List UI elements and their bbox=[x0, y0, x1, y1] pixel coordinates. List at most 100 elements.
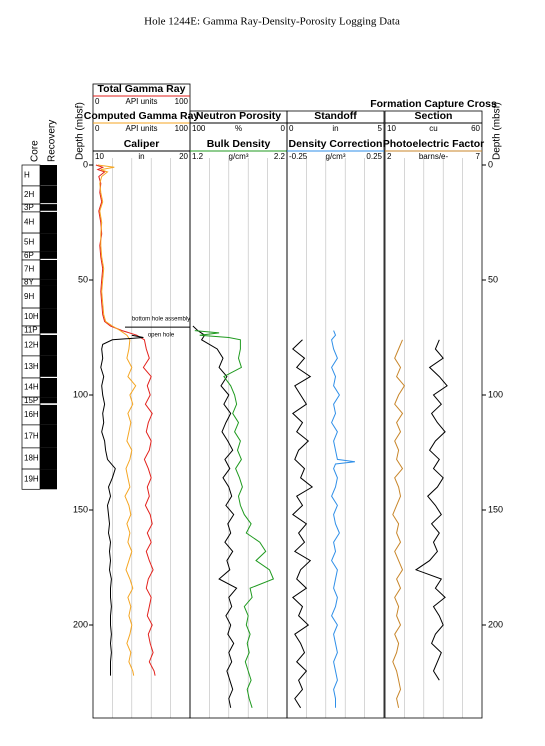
scale-max: 0.25 bbox=[366, 152, 382, 161]
depth-label: Depth (mbsf) bbox=[75, 102, 86, 160]
scale-min: 2 bbox=[387, 152, 392, 161]
scale-unit: API units bbox=[125, 124, 157, 133]
core-label: H bbox=[24, 171, 30, 180]
scale-max: 5 bbox=[378, 124, 383, 133]
scale-unit: g/cm³ bbox=[229, 152, 249, 161]
core-label: 6P bbox=[24, 251, 34, 260]
y-tick-label: 100 bbox=[488, 389, 503, 399]
scale-max: 7 bbox=[476, 152, 481, 161]
core-label: 8Y bbox=[24, 278, 34, 287]
scale-min: 1.2 bbox=[192, 152, 204, 161]
scale-max: 2.2 bbox=[274, 152, 286, 161]
track-frame bbox=[384, 110, 483, 719]
scale-unit: g/cm³ bbox=[326, 152, 346, 161]
track-frame bbox=[189, 110, 288, 719]
recovery-bar bbox=[40, 204, 57, 211]
curve-name: Computed Gamma Ray bbox=[83, 110, 200, 122]
track-frame bbox=[92, 83, 191, 719]
y-tick-label: 150 bbox=[73, 504, 88, 514]
scale-unit: API units bbox=[125, 97, 157, 106]
recovery-bar bbox=[40, 308, 57, 326]
curve-name: Neutron Porosity bbox=[195, 110, 282, 122]
scale-min: -0.25 bbox=[289, 152, 308, 161]
log-curve bbox=[194, 330, 275, 708]
recovery-bar bbox=[40, 397, 57, 404]
core-label: 13H bbox=[24, 362, 39, 371]
scale-max: 60 bbox=[471, 124, 480, 133]
log-curve bbox=[95, 164, 156, 676]
curve-name: Photoelectric Factor bbox=[382, 138, 485, 150]
core-label: 7H bbox=[24, 265, 34, 274]
recovery-label: Recovery bbox=[47, 120, 58, 162]
scale-max: 100 bbox=[175, 97, 189, 106]
bha-label: bottom hole assembly bbox=[132, 317, 190, 323]
scale-unit: cu bbox=[429, 124, 437, 133]
recovery-bar bbox=[40, 165, 57, 186]
bha-label: open hole bbox=[148, 333, 175, 339]
scale-min: 10 bbox=[387, 124, 396, 133]
log-curve bbox=[331, 330, 355, 708]
y-tick-label: 0 bbox=[488, 159, 493, 169]
curve-name: Caliper bbox=[123, 138, 160, 150]
scale-unit: % bbox=[235, 124, 242, 133]
recovery-bar bbox=[40, 355, 57, 377]
curve-name: Standoff bbox=[314, 110, 357, 122]
core-label: 9H bbox=[24, 292, 34, 301]
y-tick-label: 0 bbox=[83, 159, 88, 169]
scale-min: 10 bbox=[95, 152, 104, 161]
log-curve bbox=[97, 164, 137, 676]
core-label: 18H bbox=[24, 454, 39, 463]
chart-title: Hole 1244E: Gamma Ray-Density-Porosity L… bbox=[144, 16, 400, 28]
core-label: Core bbox=[30, 140, 41, 162]
scale-unit: in bbox=[138, 152, 144, 161]
log-curve bbox=[100, 334, 144, 676]
scale-max: 100 bbox=[175, 124, 189, 133]
curve-name: Formation Capture Cross Section bbox=[370, 98, 497, 122]
y-tick-label: 50 bbox=[78, 274, 88, 284]
scale-unit: barns/e- bbox=[419, 152, 449, 161]
depth-label: Depth (mbsf) bbox=[492, 102, 503, 160]
scale-unit: in bbox=[332, 124, 338, 133]
core-label: 2H bbox=[24, 190, 34, 199]
recovery-bar bbox=[40, 185, 57, 204]
recovery-bar bbox=[40, 424, 57, 448]
recovery-bar bbox=[40, 404, 57, 425]
scale-max: 20 bbox=[179, 152, 188, 161]
core-label: 16H bbox=[24, 410, 39, 419]
log-curve bbox=[292, 339, 314, 709]
core-label: 12H bbox=[24, 341, 39, 350]
recovery-bar bbox=[40, 259, 57, 280]
y-tick-label: 50 bbox=[488, 274, 498, 284]
recovery-bar bbox=[40, 469, 57, 490]
curve-name: Density Correction bbox=[288, 138, 383, 150]
core-label: 15P bbox=[24, 396, 38, 405]
scale-min: 0 bbox=[289, 124, 294, 133]
track-frame bbox=[286, 110, 385, 719]
y-tick-label: 200 bbox=[488, 619, 503, 629]
recovery-bar bbox=[40, 285, 57, 309]
core-label: 11P bbox=[24, 326, 38, 335]
y-tick-label: 150 bbox=[488, 504, 503, 514]
core-label: 14H bbox=[24, 383, 39, 392]
core-label: 10H bbox=[24, 312, 39, 321]
curve-name: Total Gamma Ray bbox=[97, 83, 186, 95]
recovery-bar bbox=[40, 211, 57, 234]
curve-name: Bulk Density bbox=[206, 138, 271, 150]
scale-min: 0 bbox=[95, 97, 100, 106]
recovery-bar bbox=[40, 447, 57, 470]
recovery-bar bbox=[40, 279, 57, 286]
recovery-bar bbox=[40, 377, 57, 398]
scale-min: 0 bbox=[95, 124, 100, 133]
scale-max: 0 bbox=[281, 124, 286, 133]
core-label: 5H bbox=[24, 238, 34, 247]
recovery-bar bbox=[40, 251, 57, 259]
core-label: 3P bbox=[24, 203, 34, 212]
y-tick-label: 100 bbox=[73, 389, 88, 399]
recovery-bar bbox=[40, 233, 57, 252]
log-curve bbox=[414, 339, 448, 681]
core-label: 4H bbox=[24, 218, 34, 227]
y-tick-label: 200 bbox=[73, 619, 88, 629]
core-label: 19H bbox=[24, 474, 39, 483]
